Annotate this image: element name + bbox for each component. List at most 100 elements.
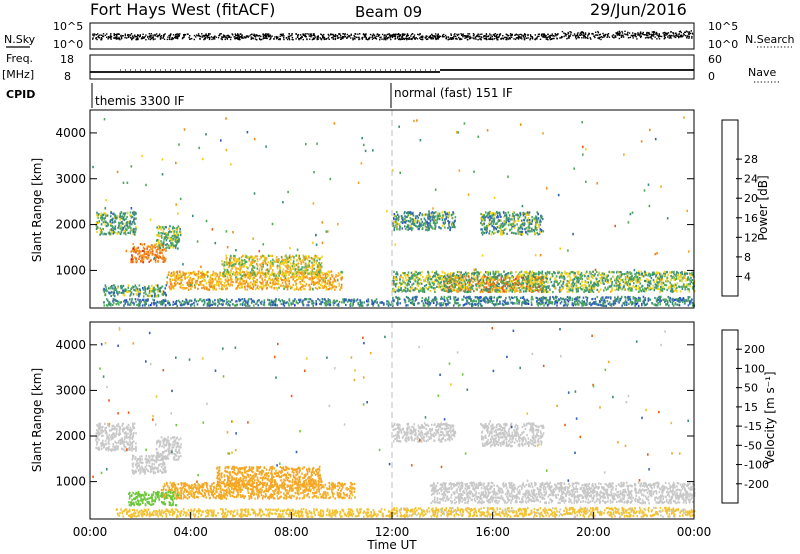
heatmap-cell	[122, 226, 125, 229]
noise-dot	[608, 36, 611, 38]
noise-dot	[98, 37, 100, 39]
heatmap-cell	[113, 221, 115, 224]
heatmap-cell	[120, 229, 123, 232]
noise-dot	[158, 34, 160, 37]
heatmap-cell	[171, 286, 173, 289]
heatmap-cell	[144, 290, 147, 293]
noise-dot	[265, 33, 267, 35]
noise-dot	[411, 37, 413, 40]
noise-dot	[490, 34, 492, 36]
heatmap-cell	[511, 218, 513, 221]
heatmap-cell	[297, 288, 300, 291]
noise-dot	[685, 30, 688, 32]
noise-dot	[462, 33, 464, 35]
heatmap-cell	[251, 262, 254, 265]
heatmap-cell	[508, 214, 511, 217]
noise-dot	[466, 35, 468, 37]
heatmap-cell	[449, 285, 452, 288]
heatmap-cell	[158, 287, 160, 290]
noise-dot	[332, 38, 335, 40]
heatmap-cell	[530, 287, 533, 290]
heatmap-cell	[315, 255, 318, 258]
noise-dot	[536, 38, 538, 40]
heatmap-cell	[227, 266, 230, 269]
heatmap-cell	[106, 214, 109, 217]
noise-dot	[549, 35, 551, 37]
heatmap-cell	[274, 301, 276, 304]
heatmap-cell	[149, 259, 152, 262]
heatmap-cell	[426, 229, 429, 232]
heatmap-cell	[122, 293, 125, 296]
noise-dot	[137, 34, 140, 37]
heatmap-cell	[212, 270, 215, 273]
heatmap-cell	[189, 281, 192, 285]
heatmap-cell	[140, 300, 142, 303]
noise-dot	[450, 38, 452, 40]
noise-dot	[302, 33, 304, 35]
heatmap-cell	[274, 260, 277, 263]
heatmap-cell	[496, 230, 499, 233]
heatmap-cell	[308, 284, 310, 287]
heatmap-cell	[235, 267, 237, 270]
noise-dot	[202, 35, 205, 37]
heatmap-cell	[207, 271, 209, 274]
heatmap-cell	[429, 222, 431, 225]
heatmap-cell	[193, 277, 195, 280]
noise-dot	[496, 38, 498, 41]
heatmap-cell	[295, 272, 298, 275]
heatmap-cell	[116, 216, 119, 219]
heatmap-cell	[237, 258, 239, 261]
heatmap-cell	[441, 224, 444, 227]
heatmap-cell	[203, 301, 206, 304]
noise-dot	[176, 36, 179, 39]
noise-dot	[667, 36, 669, 38]
freq-label-line1: Freq.	[6, 52, 33, 65]
noise-dot	[113, 34, 115, 36]
heatmap-cell	[165, 243, 167, 247]
noise-dot	[401, 35, 403, 38]
heatmap-cell	[266, 268, 269, 271]
noise-dot	[587, 35, 589, 37]
heatmap-cell	[324, 283, 326, 286]
heatmap-cell	[153, 295, 156, 298]
heatmap-cell	[268, 299, 271, 302]
noise-dot	[438, 36, 440, 38]
heatmap-cell	[301, 285, 303, 288]
heatmap-cell	[312, 288, 314, 291]
heatmap-cell	[436, 221, 438, 224]
noise-dot	[434, 35, 437, 37]
freq-label-line2: [MHz]	[2, 68, 34, 81]
noise-dot	[399, 38, 401, 41]
heatmap-cell	[247, 304, 249, 307]
noise-dot	[198, 35, 200, 37]
noise-dot	[529, 34, 532, 36]
heatmap-cell	[179, 274, 181, 277]
heatmap-cell	[432, 214, 434, 217]
heatmap-cell	[264, 276, 266, 279]
heatmap-cell	[308, 264, 310, 267]
noise-dot	[323, 36, 325, 38]
heatmap-cell	[293, 276, 295, 279]
heatmap-cell	[163, 227, 165, 231]
noise-dot	[603, 36, 605, 38]
noise-dot	[255, 39, 258, 41]
heatmap-cell	[110, 290, 113, 293]
heatmap-cell	[214, 303, 216, 306]
heatmap-cell	[359, 299, 361, 302]
heatmap-cell	[246, 288, 249, 291]
heatmap-cell	[326, 279, 329, 282]
noise-dot	[306, 33, 308, 35]
heatmap-cell	[334, 279, 336, 282]
heatmap-cell	[225, 302, 228, 305]
noise-dot	[431, 33, 433, 36]
heatmap-cell	[206, 288, 209, 291]
heatmap-cell	[235, 303, 238, 306]
heatmap-cell	[328, 299, 331, 302]
heatmap-cell	[261, 272, 264, 275]
heatmap-cell	[263, 255, 266, 258]
heatmap-cell	[345, 303, 347, 306]
noise-dot	[317, 35, 319, 37]
heatmap-cell	[659, 274, 661, 277]
heatmap-cell	[336, 299, 338, 302]
